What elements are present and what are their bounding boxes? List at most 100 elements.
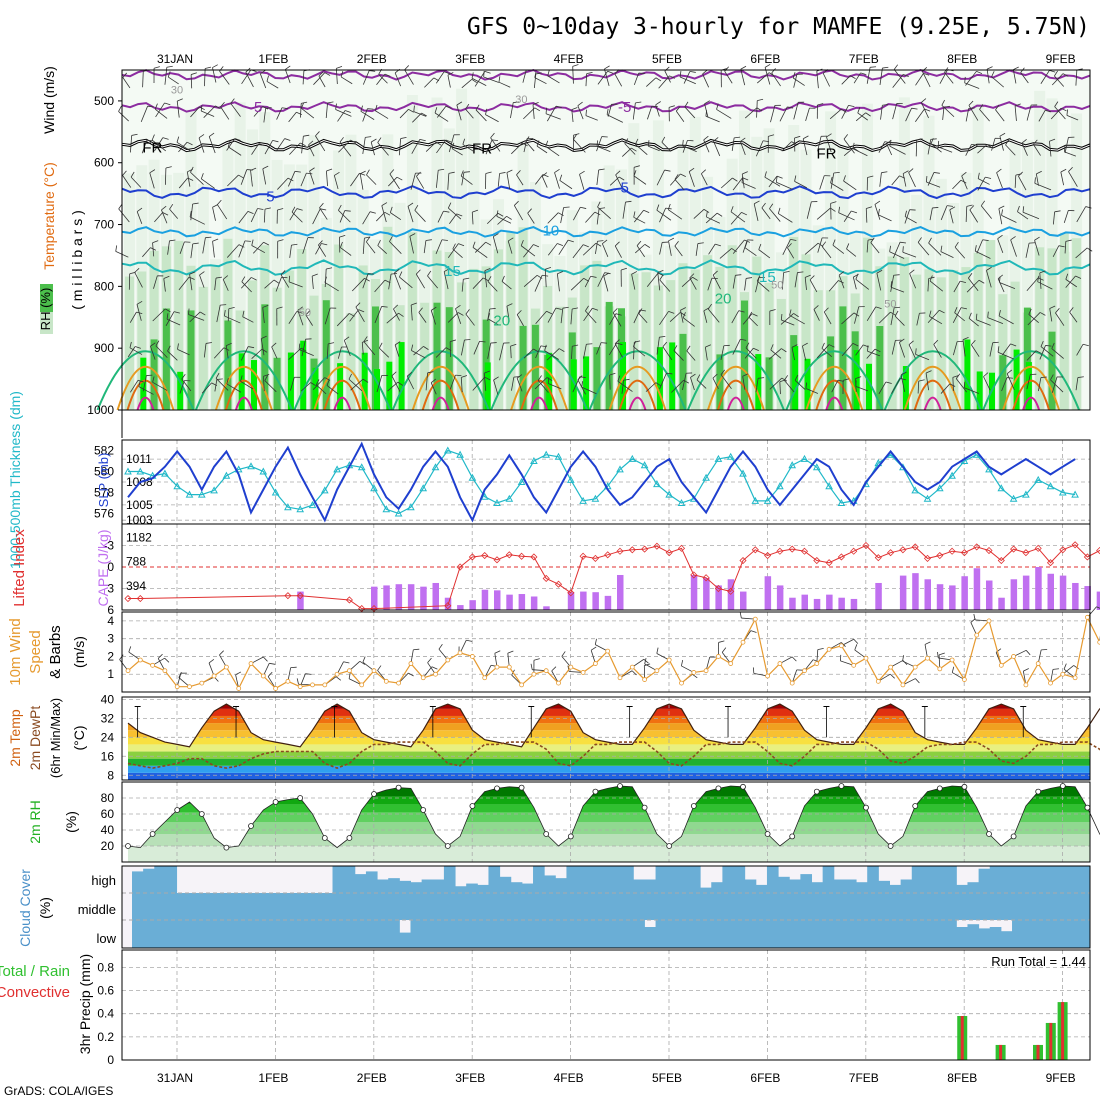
rh-shade [484,362,491,410]
cloud-bar-low [744,920,757,948]
wind10-barb [567,665,570,672]
wind-barb [479,340,486,343]
wind-barb [409,233,416,237]
rh-shade [583,356,590,410]
wind-barb [633,165,640,168]
wind-barb [911,107,918,110]
wind-barb [190,74,193,89]
wind-barb [167,71,171,78]
wind-barb [674,179,685,191]
wind-barb [189,271,196,275]
wind-barb [506,215,512,220]
wind-barb [1018,171,1023,177]
wind-barb [865,208,868,223]
wind10-barb [739,612,742,619]
wind-barb [1017,205,1020,212]
cloud-bar-high [488,866,501,893]
wind-barb [928,242,942,256]
wind-barb [557,243,564,247]
wind-barb [288,275,291,282]
wind-barb [460,175,473,185]
wind10-barb [305,673,312,675]
temp-isoline-20 [96,350,195,411]
bottom-day-label: 2FEB [357,1071,387,1085]
wind-barb [679,76,696,85]
cloud-bar-low [198,920,211,948]
wind-barb [631,274,636,290]
wind-barb [134,272,143,288]
wind-barb [997,351,1014,360]
cloud-bar-low [789,920,801,948]
wind-barb [1010,236,1016,241]
wind-barb [867,350,881,357]
wind-barb [122,77,131,89]
lifted-index-point [579,552,587,560]
wind-barb [963,381,966,388]
wind-barb [214,379,218,392]
cloud-bar-middle [332,893,345,920]
wind-barb [448,171,455,174]
wind-barb [769,208,781,222]
wind-barb [407,206,414,223]
wind-barb [1034,182,1052,191]
wind-barb [778,213,793,223]
cape-bar [998,597,1005,610]
rh-color-band [128,846,1090,862]
wind-barb [1014,106,1017,121]
wind-barb [668,105,675,108]
wind-barb [472,277,484,289]
wind-barb [707,278,713,291]
wind-barb [713,140,721,157]
wind-barb [1060,107,1067,112]
wind-barb [1021,142,1028,156]
wind-barb [173,311,180,314]
wind-barb [999,136,1004,151]
wind-barb [857,107,861,114]
lifted-index-point [124,594,132,603]
rh-shade [912,274,922,410]
wind-barb [572,66,574,84]
pressure-tick-label: 700 [94,218,114,232]
wind10-point [986,618,992,624]
wind-barb [964,76,966,83]
wind-barb [821,246,832,259]
thickness-tick-label: 580 [94,465,114,479]
wind-barb [961,175,968,190]
wind-barb [770,105,776,123]
wind-barb [954,312,965,322]
wind-barb [890,286,905,293]
wind-barb [776,181,793,190]
wind-barb [393,304,399,310]
rh-point [592,788,599,795]
wind-barb [817,237,823,253]
wind-barb [1049,308,1053,322]
wind-barb [715,243,721,247]
wind-barb [585,305,589,312]
wind-barb [867,175,874,178]
wind-barb [674,245,683,257]
wind-barb [447,75,451,88]
wind-barb [496,210,499,217]
wind-barb [731,310,740,324]
wind-barb [756,100,758,118]
rh-shade [998,294,1008,410]
wind-barb [169,239,176,242]
temp-axis-label: 2m Temp [7,709,23,767]
wind-barb [427,371,434,374]
wind-barb [465,313,475,326]
wind-barb [878,208,880,215]
wind-barb [166,318,181,326]
wind-barb [203,105,216,118]
rh-point [887,843,894,849]
wind10-point [543,668,549,674]
wind-barb [1068,166,1073,172]
wind-barb [222,275,229,280]
temp-isoline-25 [116,365,175,411]
cape-bar [715,585,722,610]
wind-barb [151,139,167,152]
wind10-point [937,666,943,672]
rh-shade [765,357,773,410]
cloud-bar-high [577,866,590,893]
wind-barb [755,140,764,157]
wind-barb [702,73,710,88]
